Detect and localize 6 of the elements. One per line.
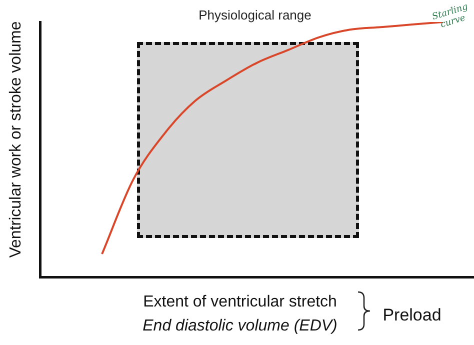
annotation: Physiological range (198, 8, 312, 23)
annotation: Starling curve (431, 2, 470, 30)
x-axis-title: Extent of ventricular stretch (143, 293, 337, 310)
text: Preload (382, 306, 442, 325)
y-axis-title: Ventricular work or stroke volume (7, 21, 24, 258)
text: End diastolic volume (EDV) (142, 317, 338, 334)
